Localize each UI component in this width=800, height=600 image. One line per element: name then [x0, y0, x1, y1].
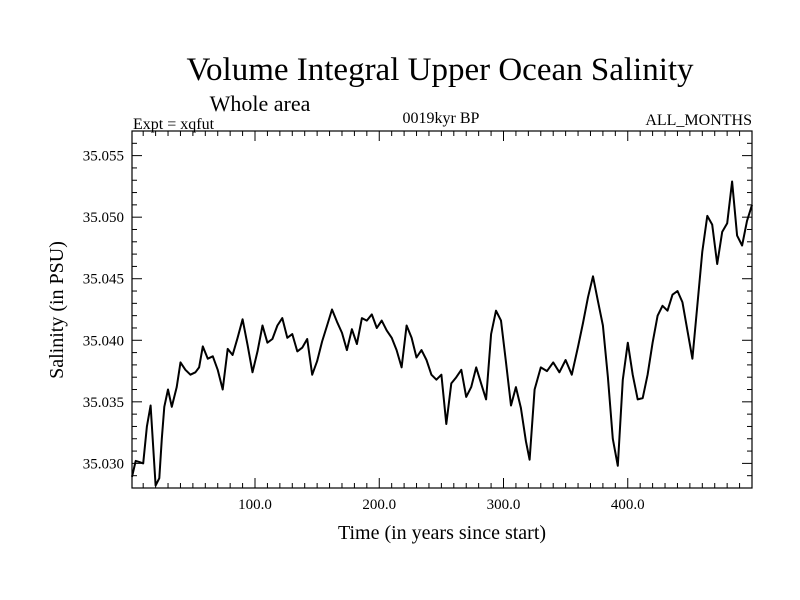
- chart-title: Volume Integral Upper Ocean Salinity: [186, 52, 694, 88]
- y-tick-label: 35.050: [83, 210, 124, 226]
- plot-area-frame: [131, 130, 753, 489]
- months-label: ALL_MONTHS: [645, 112, 752, 129]
- x-tick-label: 400.0: [611, 497, 645, 513]
- x-tick-label: 300.0: [487, 497, 521, 513]
- y-axis-label: Salinity (in PSU): [46, 241, 68, 379]
- y-tick-label: 35.035: [83, 395, 124, 411]
- x-axis-tick-labels: 100.0 200.0 300.0 400.0: [238, 497, 644, 513]
- y-axis-ticks: [132, 130, 752, 489]
- y-tick-label: 35.055: [83, 149, 124, 165]
- period-label: 0019kyr BP: [403, 110, 480, 127]
- y-tick-label: 35.030: [83, 456, 124, 472]
- y-tick-label: 35.045: [83, 272, 124, 288]
- chart-subtitle: Whole area: [210, 91, 311, 116]
- salinity-series-line: [131, 180, 753, 487]
- y-axis-tick-labels: 35.030 35.035 35.040 35.045 35.050 35.055: [83, 149, 124, 473]
- x-axis-label: Time (in years since start): [338, 522, 546, 544]
- experiment-label: Expt = xqfut: [133, 116, 215, 133]
- x-tick-label: 200.0: [362, 497, 396, 513]
- x-tick-label: 100.0: [238, 497, 272, 513]
- y-tick-label: 35.040: [83, 333, 124, 349]
